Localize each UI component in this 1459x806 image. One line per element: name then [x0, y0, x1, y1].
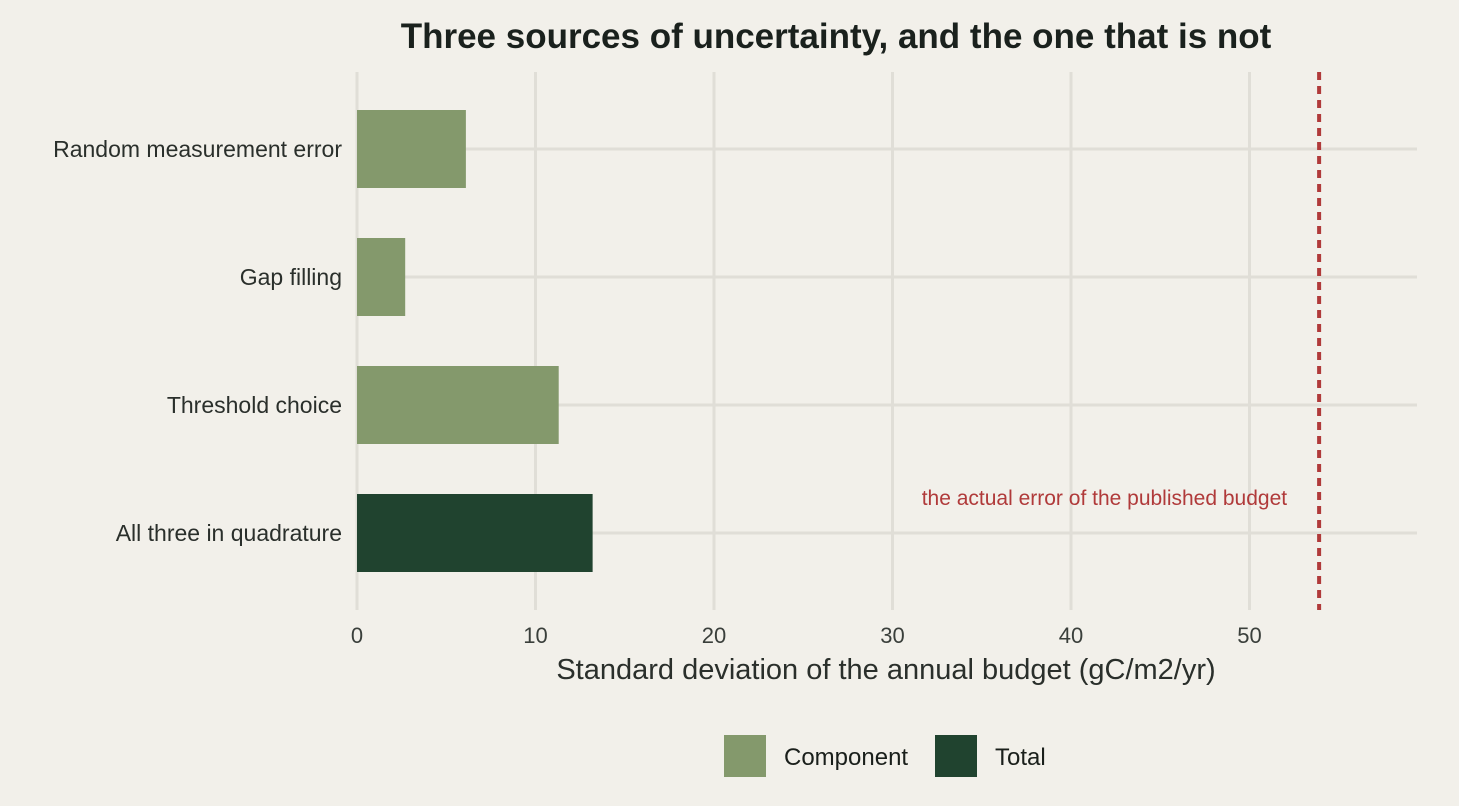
bar-random-measurement-error: [357, 110, 466, 188]
x-axis-tick-labels: 0 10 20 30 40 50: [351, 623, 1262, 648]
x-tick-label: 10: [523, 623, 547, 648]
x-tick-label: 30: [880, 623, 904, 648]
legend: Component Total: [724, 735, 1046, 777]
x-tick-label: 20: [702, 623, 726, 648]
x-tick-label: 0: [351, 623, 363, 648]
y-tick-label: Random measurement error: [53, 136, 342, 162]
y-axis-tick-labels: Random measurement error Gap filling Thres…: [53, 136, 342, 546]
legend-label-component: Component: [784, 744, 908, 771]
bars: [357, 110, 593, 572]
y-tick-label: Gap filling: [240, 264, 342, 290]
bar-all-three-in-quadrature: [357, 494, 593, 572]
y-tick-label: Threshold choice: [167, 392, 342, 418]
y-tick-label: All three in quadrature: [116, 520, 342, 546]
reference-group: the actual error of the published budget: [922, 72, 1322, 610]
legend-label-total: Total: [995, 744, 1046, 771]
x-axis-label: Standard deviation of the annual budget …: [556, 654, 1215, 686]
bar-threshold-choice: [357, 366, 559, 444]
legend-swatch-component: [724, 735, 766, 777]
reference-annotation: the actual error of the published budget: [922, 487, 1288, 510]
chart-title: Three sources of uncertainty, and the on…: [401, 17, 1272, 56]
x-tick-label: 40: [1059, 623, 1083, 648]
x-tick-label: 50: [1237, 623, 1261, 648]
legend-swatch-total: [935, 735, 977, 777]
bar-gap-filling: [357, 238, 406, 316]
